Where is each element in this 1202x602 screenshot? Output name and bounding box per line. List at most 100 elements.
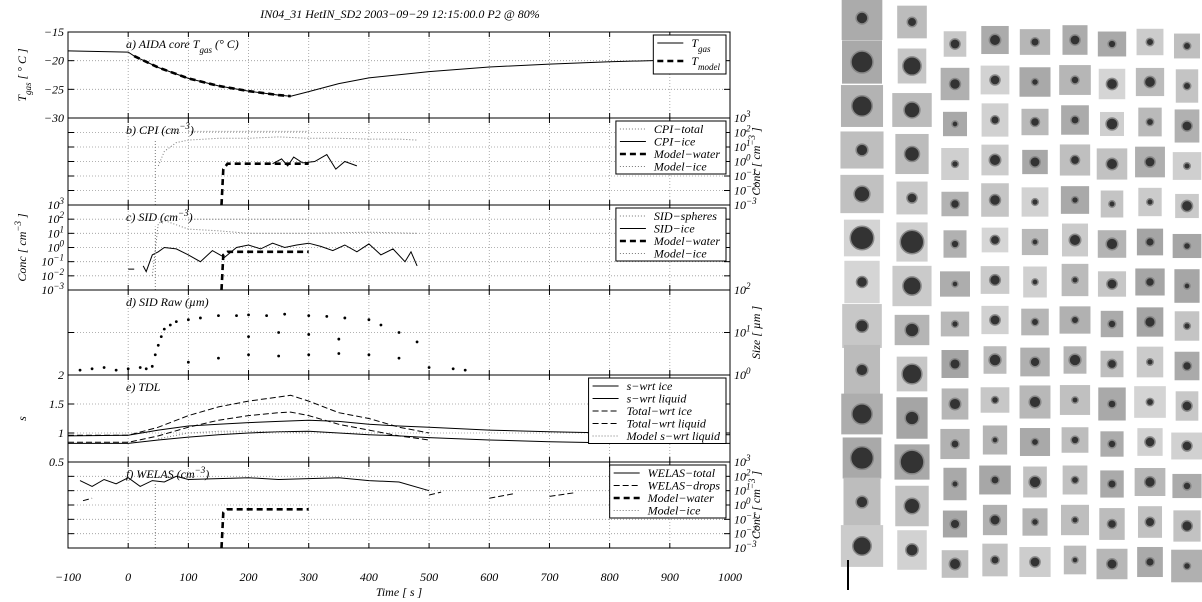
particle <box>1182 561 1192 571</box>
particle <box>902 56 922 76</box>
y-tick-label: 10−1 <box>734 510 757 526</box>
particle <box>855 11 869 25</box>
y-tick-label: −15 <box>44 25 64 39</box>
particle <box>988 153 1002 167</box>
particle <box>949 38 961 50</box>
particle <box>1029 156 1041 168</box>
panel-title: f) WELAS (cm−3) <box>126 465 209 481</box>
particle <box>899 449 925 475</box>
line-series <box>157 136 418 167</box>
point <box>114 368 118 372</box>
particle <box>1145 117 1155 127</box>
point <box>247 353 250 357</box>
text-part: 2 <box>746 281 751 291</box>
text-part: gas <box>698 44 711 54</box>
particle <box>1182 81 1192 91</box>
y-tick-label: 102 <box>734 467 751 483</box>
panel-title: d) SID Raw (µm) <box>126 295 209 309</box>
line-series <box>67 419 731 437</box>
legend-label: CPI−total <box>654 122 704 136</box>
text-part: 1 <box>746 482 751 492</box>
point <box>337 337 341 341</box>
line-series <box>68 411 430 443</box>
particle <box>853 185 871 203</box>
particle <box>1107 319 1117 329</box>
y-tick-label: 100 <box>734 153 751 169</box>
y-tick-label: 101 <box>734 324 751 340</box>
particle <box>1144 556 1156 568</box>
y-tick-label: 10−1 <box>41 253 64 269</box>
particle <box>949 518 961 530</box>
particle <box>951 480 959 488</box>
point <box>307 333 311 336</box>
text-part: 1 <box>746 138 751 148</box>
particle <box>988 33 1002 47</box>
line-series <box>68 394 430 436</box>
particle <box>1106 358 1118 370</box>
particle <box>989 74 1001 86</box>
point <box>277 354 281 358</box>
particle <box>1107 439 1117 449</box>
particle <box>988 273 1002 287</box>
line-series <box>151 218 418 276</box>
particle <box>855 319 869 333</box>
particle <box>851 403 873 425</box>
point <box>102 366 106 369</box>
particle <box>1181 400 1193 412</box>
legend-label: Model−ice <box>653 247 707 261</box>
text-part: −1 <box>53 253 64 263</box>
text-part: T <box>691 54 699 68</box>
legend-label: WELAS−total <box>648 466 716 480</box>
particle <box>855 275 869 289</box>
x-tick-label: 700 <box>540 570 558 584</box>
point <box>138 366 142 369</box>
figure-title: IN04_31 HetIN_SD2 2003−09−29 12:15:00.0 … <box>259 7 540 21</box>
line-series <box>82 491 658 502</box>
particle <box>849 445 875 471</box>
scale-bar <box>847 560 849 590</box>
particle <box>1181 360 1193 372</box>
text-part: 10 <box>734 198 746 212</box>
text-part: −3 <box>746 539 757 549</box>
text-part: 0 <box>746 153 751 163</box>
particle <box>903 497 921 515</box>
text-part: 10 <box>734 455 746 469</box>
legend-label: WELAS−drops <box>648 479 721 493</box>
text-part: c) SID (cm <box>126 210 178 224</box>
particle <box>1146 198 1154 206</box>
particle-montage <box>840 0 1202 590</box>
legend-box <box>615 207 727 262</box>
text-part: 1 <box>746 324 751 334</box>
particle <box>1070 195 1080 205</box>
particle <box>1143 75 1157 89</box>
particle <box>1182 481 1192 491</box>
particle <box>1071 396 1079 404</box>
text-part: ) <box>189 123 194 137</box>
text-part: 0 <box>746 496 751 506</box>
y-axis-label: Conc [ cm−3 ] <box>747 127 763 196</box>
text-part: 10 <box>734 326 746 340</box>
point <box>463 368 467 372</box>
x-tick-label: 200 <box>240 570 258 584</box>
text-part: [ ° C ] <box>15 48 29 82</box>
particle <box>1182 161 1192 171</box>
x-tick-label: 100 <box>179 570 197 584</box>
point <box>367 353 371 357</box>
text-part: ) <box>188 210 193 224</box>
point <box>427 366 431 369</box>
y-tick-label: 103 <box>48 196 65 212</box>
text-part: gas <box>199 45 212 55</box>
y-tick-label: 2 <box>58 368 64 382</box>
point <box>217 314 220 317</box>
y-tick-label: −25 <box>44 82 64 96</box>
text-part: −3 <box>747 135 757 146</box>
y-tick-label: 103 <box>734 453 751 469</box>
particle <box>1145 37 1155 47</box>
text-part: 10 <box>734 469 746 483</box>
particle <box>1181 440 1193 452</box>
particle <box>951 280 959 288</box>
y-tick-label: 10−2 <box>734 525 757 541</box>
y-tick-label: 100 <box>734 496 751 512</box>
y-tick-label: 0.5 <box>49 455 64 469</box>
